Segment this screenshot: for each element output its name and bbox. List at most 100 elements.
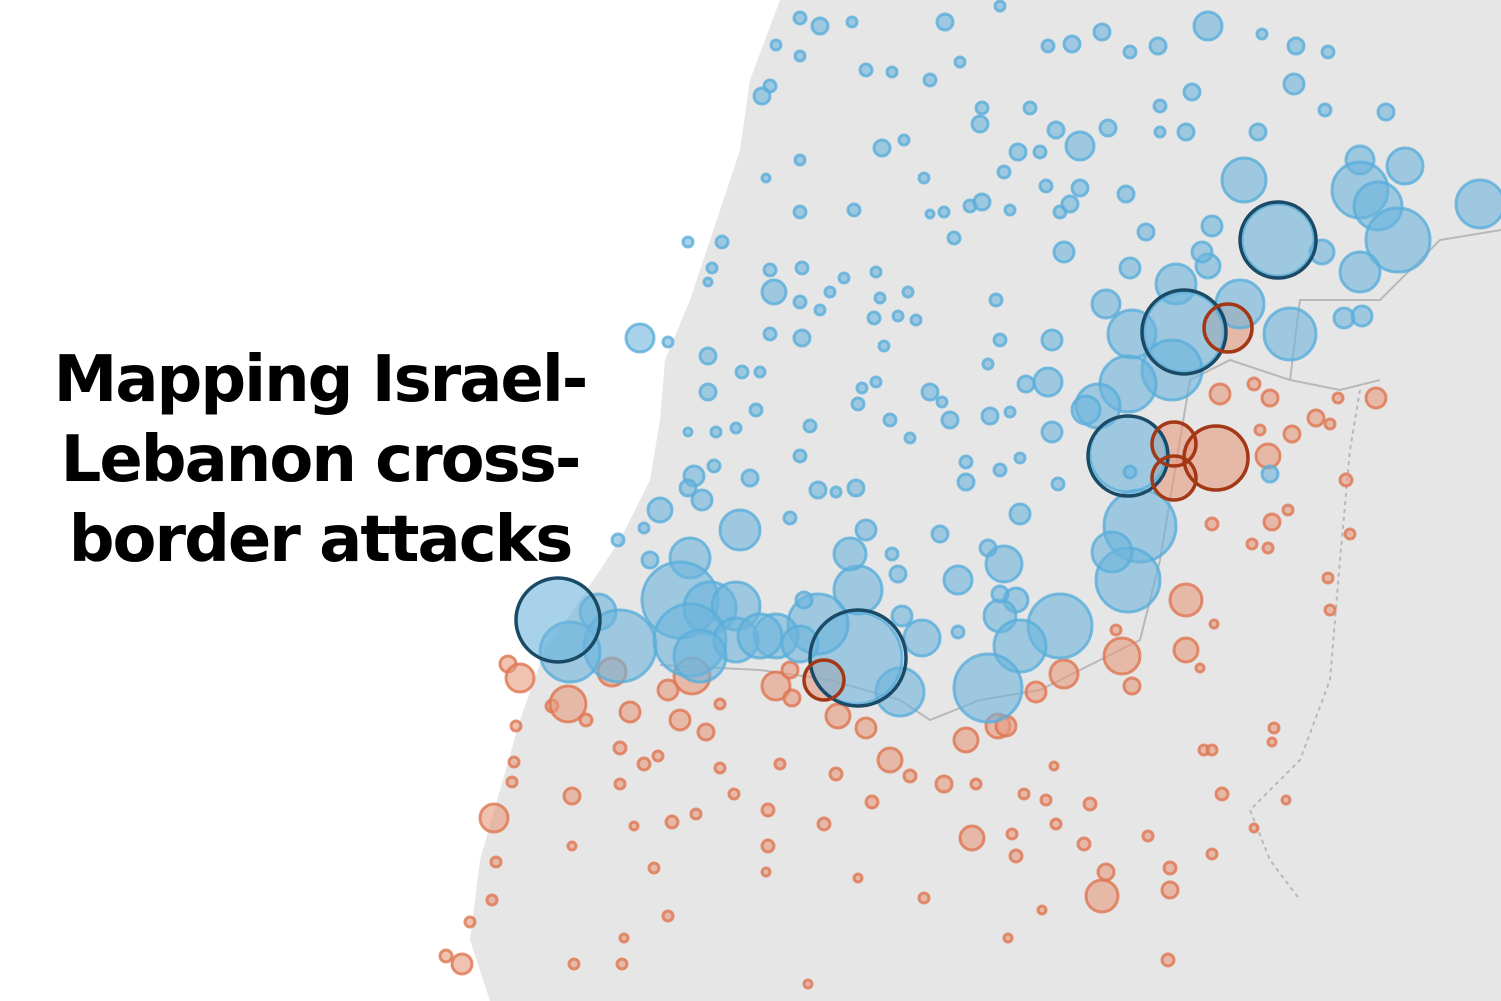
attack-marker-from-lebanon[interactable] [920,382,940,402]
attack-marker-from-israel[interactable] [902,768,918,784]
attack-marker-from-lebanon[interactable] [706,458,722,474]
attack-marker-from-israel[interactable] [548,684,588,724]
attack-marker-from-lebanon[interactable] [909,313,923,327]
attack-marker-from-israel[interactable] [1331,391,1345,405]
attack-marker-from-lebanon[interactable] [1220,156,1268,204]
attack-marker-from-lebanon[interactable] [1122,464,1138,480]
attack-marker-from-lebanon[interactable] [922,72,938,88]
attack-marker-from-lebanon[interactable] [1003,203,1017,217]
attack-marker-from-lebanon[interactable] [702,276,714,288]
attack-marker-from-lebanon[interactable] [940,410,960,430]
attack-marker-from-israel[interactable] [864,794,880,810]
attack-marker-from-lebanon[interactable] [1040,328,1064,352]
attack-marker-from-lebanon[interactable] [972,192,992,212]
attack-marker-from-lebanon[interactable] [984,544,1024,584]
attack-marker-from-israel[interactable] [566,840,578,852]
attack-marker-from-israel[interactable] [618,932,630,944]
attack-marker-from-lebanon[interactable] [846,478,866,498]
attack-marker-from-israel[interactable] [628,820,640,832]
attack-marker-from-israel[interactable] [689,807,703,821]
attack-marker-from-lebanon[interactable] [637,521,651,535]
attack-marker-from-israel[interactable] [1082,796,1098,812]
attack-marker-from-israel[interactable] [952,726,980,754]
attack-marker-from-lebanon[interactable] [1032,144,1048,160]
attack-marker-from-israel[interactable] [664,814,680,830]
attack-marker-from-israel[interactable] [1214,786,1230,802]
attack-marker-from-lebanon[interactable] [610,532,626,548]
attack-marker-from-israel[interactable] [1008,848,1024,864]
attack-marker-from-lebanon[interactable] [952,652,1024,724]
attack-marker-from-lebanon[interactable] [1286,36,1306,56]
attack-marker-from-lebanon[interactable] [1376,102,1396,122]
attack-marker-from-israel[interactable] [613,777,627,791]
attack-marker-from-lebanon[interactable] [1070,394,1102,426]
attack-marker-from-lebanon[interactable] [902,618,942,658]
attack-marker-from-israel[interactable] [1323,603,1337,617]
attack-marker-from-israel[interactable] [1194,662,1206,674]
attack-marker-from-israel[interactable] [696,722,716,742]
attack-marker-from-lebanon[interactable] [1364,206,1432,274]
highlighted-attack-marker-from-lebanon[interactable] [808,608,908,708]
attack-marker-from-israel[interactable] [505,775,519,789]
attack-marker-from-lebanon[interactable] [1148,36,1168,56]
attack-marker-from-lebanon[interactable] [752,86,772,106]
attack-marker-from-israel[interactable] [1084,878,1120,914]
highlighted-attack-marker-from-lebanon[interactable] [1238,200,1318,280]
attack-marker-from-lebanon[interactable] [794,260,810,276]
attack-marker-from-israel[interactable] [612,740,628,756]
attack-marker-from-lebanon[interactable] [1385,146,1425,186]
attack-marker-from-israel[interactable] [1039,793,1053,807]
attack-marker-from-lebanon[interactable] [1062,34,1082,54]
attack-marker-from-lebanon[interactable] [640,550,660,570]
attack-marker-from-lebanon[interactable] [810,16,830,36]
attack-marker-from-israel[interactable] [1172,636,1200,664]
attack-marker-from-israel[interactable] [713,761,727,775]
attack-marker-from-lebanon[interactable] [935,395,949,409]
attack-marker-from-israel[interactable] [651,749,665,763]
attack-marker-from-lebanon[interactable] [950,624,966,640]
attack-marker-from-israel[interactable] [1266,736,1278,748]
attack-marker-from-israel[interactable] [760,670,792,702]
attack-marker-from-israel[interactable] [1338,472,1354,488]
attack-marker-from-israel[interactable] [562,786,582,806]
attack-marker-from-lebanon[interactable] [855,381,869,395]
attack-marker-from-lebanon[interactable] [946,230,962,246]
attack-marker-from-israel[interactable] [567,957,581,971]
attack-marker-from-lebanon[interactable] [760,278,788,306]
attack-marker-from-lebanon[interactable] [698,346,718,366]
attack-marker-from-israel[interactable] [450,952,474,976]
attack-marker-from-lebanon[interactable] [698,382,718,402]
attack-marker-from-lebanon[interactable] [682,426,694,438]
attack-marker-from-israel[interactable] [1245,537,1259,551]
attack-marker-from-lebanon[interactable] [869,375,883,389]
attack-marker-from-lebanon[interactable] [792,448,808,464]
attack-marker-from-israel[interactable] [1160,952,1176,968]
attack-marker-from-lebanon[interactable] [690,488,714,512]
attack-marker-from-israel[interactable] [760,802,776,818]
attack-marker-from-israel[interactable] [713,697,727,711]
attack-marker-from-lebanon[interactable] [1240,202,1316,278]
attack-marker-from-lebanon[interactable] [988,292,1004,308]
attack-marker-from-israel[interactable] [1096,862,1116,882]
attack-marker-from-israel[interactable] [1246,376,1262,392]
attack-marker-from-lebanon[interactable] [792,10,808,26]
attack-marker-from-lebanon[interactable] [1118,256,1142,280]
attack-marker-from-israel[interactable] [615,957,629,971]
attack-marker-from-israel[interactable] [958,824,986,852]
attack-marker-from-israel[interactable] [782,688,802,708]
attack-marker-from-lebanon[interactable] [930,524,950,544]
attack-marker-from-lebanon[interactable] [705,261,719,275]
attack-marker-from-israel[interactable] [1267,721,1281,735]
attack-marker-from-israel[interactable] [478,802,510,834]
attack-marker-from-israel[interactable] [1262,512,1282,532]
attack-marker-from-lebanon[interactable] [1320,44,1336,60]
attack-marker-from-israel[interactable] [668,708,692,732]
highlighted-attack-marker-from-israel[interactable] [1150,420,1198,468]
attack-marker-from-lebanon[interactable] [937,205,951,219]
attack-marker-from-israel[interactable] [1076,836,1092,852]
attack-marker-from-lebanon[interactable] [1262,306,1318,362]
attack-marker-from-israel[interactable] [1122,676,1142,696]
attack-marker-from-lebanon[interactable] [823,285,837,299]
attack-marker-from-lebanon[interactable] [1176,122,1196,142]
attack-marker-from-lebanon[interactable] [1338,250,1382,294]
